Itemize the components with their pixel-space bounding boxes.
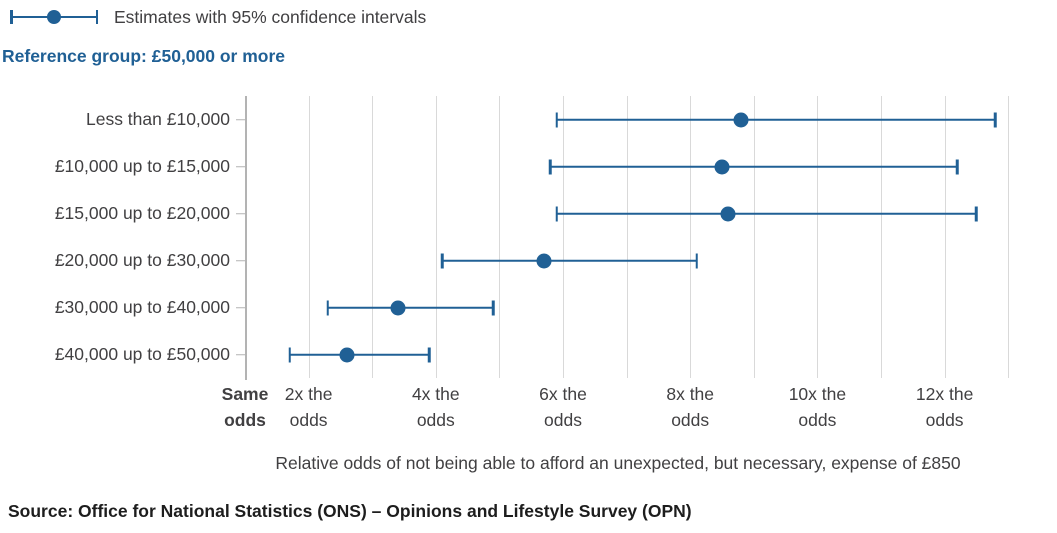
confidence-interval-line [289, 353, 430, 356]
gridline [881, 96, 882, 378]
category-label: £15,000 up to £20,000 [54, 203, 230, 223]
x-tick-label: Same odds [221, 384, 269, 431]
y-axis-tick [236, 353, 245, 356]
ci-cap-icon [95, 10, 98, 24]
estimate-dot [720, 206, 736, 221]
category-label: £10,000 up to £15,000 [54, 156, 230, 176]
y-axis-tick [236, 306, 245, 309]
confidence-interval-line [550, 165, 958, 168]
category-label: Less than £10,000 [85, 109, 230, 129]
gridline [563, 96, 564, 378]
y-axis-tick [236, 165, 245, 168]
confidence-interval-line [327, 306, 494, 309]
category-label: £30,000 up to £40,000 [54, 297, 230, 317]
x-axis-title: Relative odds of not being able to affor… [275, 453, 961, 473]
confidence-interval-cap [956, 159, 959, 174]
x-tick-label: 6x the odds [539, 384, 587, 431]
y-axis-tick [236, 212, 245, 215]
estimate-dot [714, 159, 730, 174]
estimate-dot [536, 253, 552, 268]
y-axis-labels: Less than £10,000 £10,000 up to £15,000 £1… [0, 96, 230, 378]
confidence-interval-cap [440, 253, 444, 268]
ci-legend-marker-icon [10, 5, 98, 29]
confidence-interval-cap [994, 112, 997, 127]
gridline [753, 96, 755, 378]
x-tick-label: 4x the odds [411, 384, 460, 431]
x-axis-labels: Same odds 2x the odds 4x the odds 6x the odds 8x… [222, 381, 1040, 437]
estimate-dot-icon [47, 10, 61, 24]
estimate-dot [733, 112, 749, 127]
y-axis-line [245, 96, 247, 380]
confidence-interval-cap [695, 253, 698, 268]
x-tick-label: 10x the odds [788, 384, 847, 431]
confidence-interval-cap [549, 159, 552, 174]
gridline [499, 96, 501, 378]
confidence-interval-cap [428, 347, 431, 362]
category-label: £40,000 up to £50,000 [54, 344, 230, 364]
gridline [817, 96, 819, 378]
confidence-interval-cap [326, 300, 329, 315]
legend-label: Estimates with 95% confidence intervals [114, 6, 427, 27]
estimate-dot [390, 300, 406, 315]
reference-group-note: Reference group: £50,000 or more [2, 46, 286, 66]
gridline [1008, 96, 1010, 378]
estimate-dot [339, 347, 355, 362]
confidence-interval-cap [975, 206, 978, 221]
gridline [308, 96, 310, 378]
x-tick-label: 2x the odds [284, 384, 333, 431]
y-axis-tick [236, 259, 245, 262]
legend: Estimates with 95% confidence intervals [10, 5, 426, 29]
category-label: £20,000 up to £30,000 [54, 250, 230, 270]
x-tick-label: 8x the odds [666, 384, 715, 431]
confidence-interval-cap [555, 112, 558, 127]
plot-area [236, 96, 1040, 380]
confidence-interval-line [556, 212, 977, 215]
gridline [435, 96, 437, 378]
confidence-interval-line [442, 259, 697, 262]
confidence-interval-line [556, 118, 996, 121]
confidence-interval-cap [491, 300, 495, 315]
x-tick-label: 12x the odds [915, 384, 974, 431]
gridline [626, 96, 628, 378]
y-axis-tick [236, 118, 245, 121]
gridline [944, 96, 946, 378]
source-note: Source: Office for National Statistics (… [8, 501, 692, 521]
confidence-interval-cap [555, 206, 558, 221]
gridline [372, 96, 374, 378]
gridline [690, 96, 692, 378]
confidence-interval-cap [288, 347, 291, 362]
